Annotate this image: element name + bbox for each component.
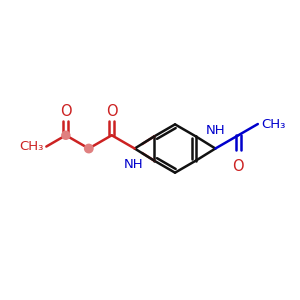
Text: CH₃: CH₃ bbox=[261, 118, 285, 130]
Text: NH: NH bbox=[206, 124, 226, 137]
Circle shape bbox=[85, 144, 93, 153]
Text: NH: NH bbox=[123, 158, 143, 171]
Text: CH₃: CH₃ bbox=[19, 140, 44, 153]
Text: O: O bbox=[232, 159, 244, 174]
Text: O: O bbox=[106, 103, 118, 118]
Circle shape bbox=[62, 131, 70, 139]
Text: O: O bbox=[60, 103, 72, 118]
